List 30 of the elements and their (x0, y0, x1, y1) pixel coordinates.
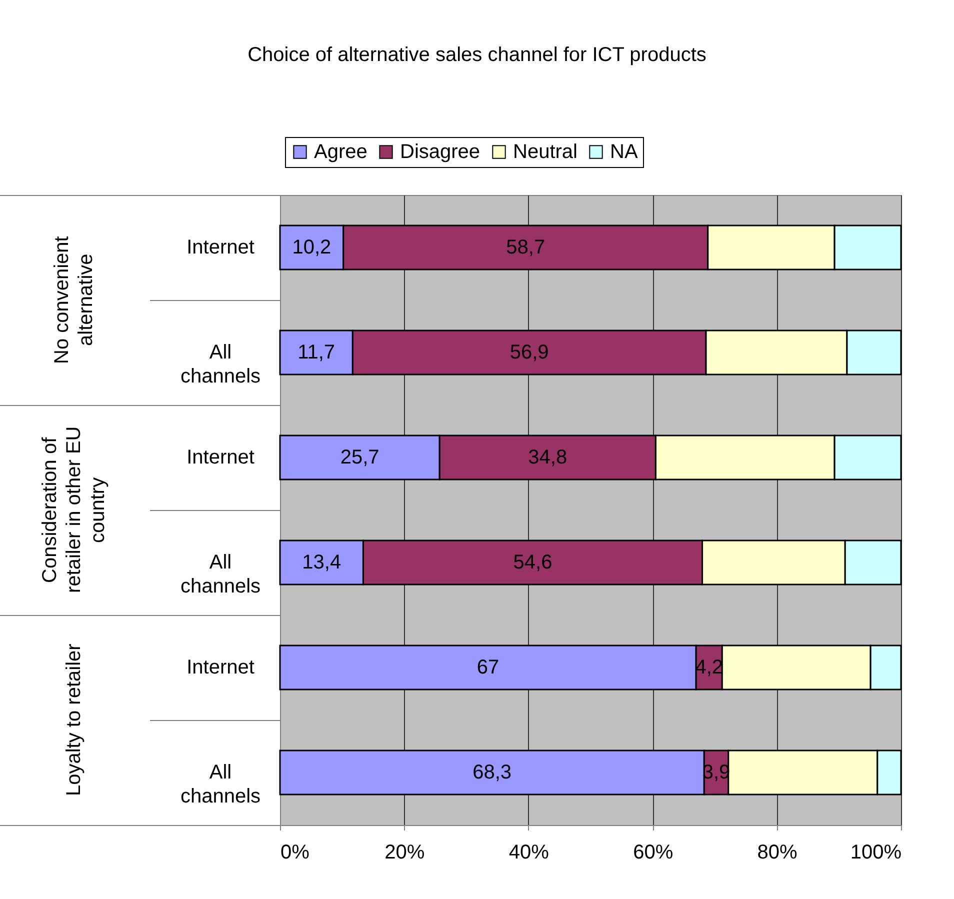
legend-label: Neutral (513, 141, 578, 163)
y-tick-label: All channels (180, 552, 261, 598)
data-label: 54,6 (513, 552, 552, 574)
chart-title: Choice of alternative sales channel for ICT products (246, 44, 708, 67)
x-tick-label: 60% (633, 842, 674, 864)
x-tick-label: 20% (384, 842, 425, 864)
y-tick-label: Internet (186, 236, 255, 258)
data-label: 25,7 (340, 446, 380, 468)
data-label: 67 (476, 656, 500, 678)
legend-label: NA (610, 141, 638, 163)
y-tick-label: Internet (186, 446, 255, 468)
x-tick-label: 80% (757, 842, 798, 864)
data-label: 56,9 (510, 342, 549, 364)
data-label: 13,4 (302, 552, 342, 574)
data-label: 11,7 (298, 342, 336, 364)
legend-label: Agree (314, 141, 368, 163)
x-tick-label: 0% (280, 842, 310, 864)
y-tick-label: All channels (180, 342, 261, 388)
y-tick-label: Internet (186, 656, 255, 678)
data-label: 10,2 (292, 236, 332, 258)
text: Loyalty to retailer (62, 642, 86, 798)
y-tick-label: All channels (180, 762, 261, 808)
x-tick-label: 40% (508, 842, 550, 864)
text: No convenient alternative (50, 235, 98, 366)
data-label: 68,3 (472, 762, 512, 784)
text: Consideration of retailer in other EU country (38, 426, 110, 596)
data-label: 58,7 (506, 236, 546, 258)
legend-label: Disagree (400, 141, 480, 163)
data-label: 34,8 (528, 446, 568, 468)
x-tick-label: 100% (850, 842, 902, 864)
